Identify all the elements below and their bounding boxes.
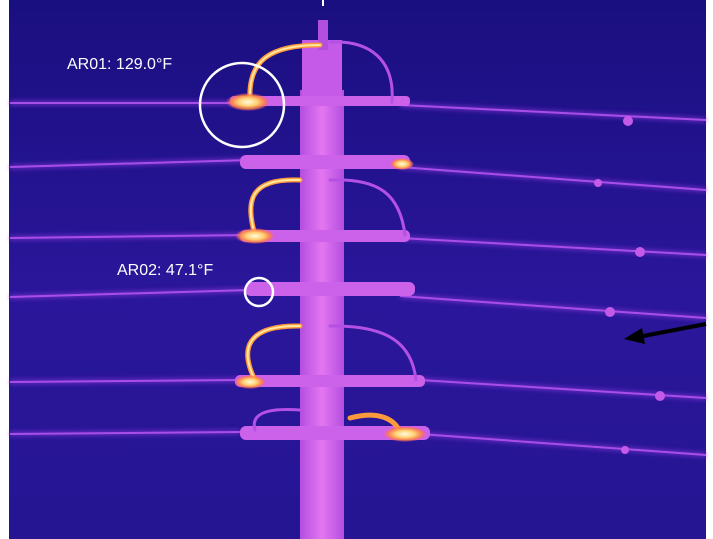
- ar02-label: AR02: 47.1°F: [117, 262, 213, 279]
- ar01-label: AR01: 129.0°F: [67, 56, 172, 73]
- thermal-frame: [9, 0, 706, 539]
